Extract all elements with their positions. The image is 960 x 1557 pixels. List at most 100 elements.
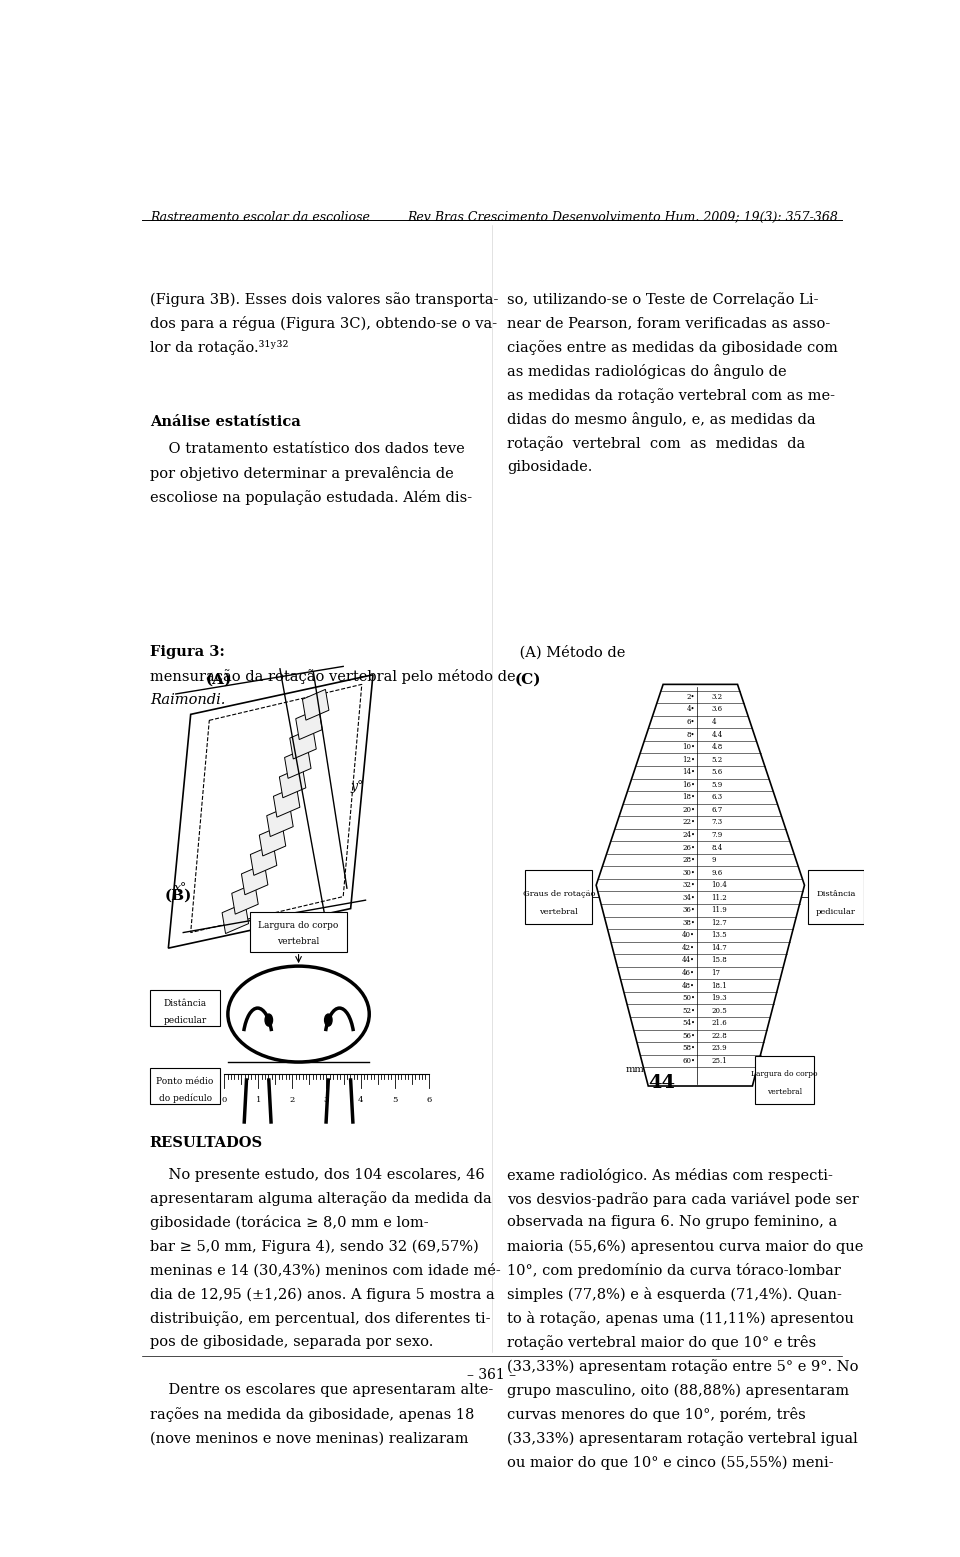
Text: 24•: 24• [683, 831, 695, 839]
Text: 11.9: 11.9 [711, 906, 728, 914]
Text: Graus de rotação: Graus de rotação [522, 889, 595, 897]
Text: (A): (A) [205, 673, 231, 687]
Text: 32•: 32• [683, 881, 695, 889]
Text: 28•: 28• [683, 856, 695, 864]
Text: Dentre os escolares que apresentaram alte-: Dentre os escolares que apresentaram alt… [150, 1383, 493, 1397]
Text: 9: 9 [711, 856, 716, 864]
Text: 7.9: 7.9 [711, 831, 723, 839]
Polygon shape [302, 690, 329, 721]
Text: 9.6: 9.6 [711, 869, 723, 877]
Text: (C): (C) [515, 673, 540, 687]
Text: pedicular: pedicular [816, 908, 856, 916]
Text: (nove meninos e nove meninas) realizaram: (nove meninos e nove meninas) realizaram [150, 1431, 468, 1445]
Text: 3: 3 [324, 1096, 329, 1104]
Text: Raimondi.: Raimondi. [150, 693, 226, 707]
Text: 4: 4 [711, 718, 716, 726]
Text: 22•: 22• [683, 819, 695, 827]
Text: so, utilizando-se o Teste de Correlação Li-: so, utilizando-se o Teste de Correlação … [507, 293, 818, 307]
Text: 30•: 30• [683, 869, 695, 877]
Text: dia de 12,95 (±1,26) anos. A figura 5 mostra a: dia de 12,95 (±1,26) anos. A figura 5 mo… [150, 1288, 494, 1302]
Text: 56•: 56• [683, 1032, 695, 1040]
Polygon shape [274, 786, 300, 817]
Text: 40•: 40• [683, 931, 695, 939]
Text: to à rotação, apenas uma (11,11%) apresentou: to à rotação, apenas uma (11,11%) aprese… [507, 1311, 853, 1327]
Text: 2: 2 [290, 1096, 295, 1104]
Text: simples (77,8%) e à esquerda (71,4%). Quan-: simples (77,8%) e à esquerda (71,4%). Qu… [507, 1288, 842, 1302]
Circle shape [265, 1014, 273, 1026]
Text: 12.7: 12.7 [711, 919, 728, 926]
Text: 5.2: 5.2 [711, 755, 723, 763]
Text: apresentaram alguma alteração da medida da: apresentaram alguma alteração da medida … [150, 1191, 492, 1207]
Text: 14•: 14• [683, 768, 695, 777]
Text: distribuição, em percentual, dos diferentes ti-: distribuição, em percentual, dos diferen… [150, 1311, 491, 1327]
Text: vertebral: vertebral [277, 937, 320, 947]
Text: 58•: 58• [683, 1045, 695, 1053]
Text: 38•: 38• [683, 919, 695, 926]
Text: 3.2: 3.2 [711, 693, 723, 701]
Text: rotação vertebral maior do que 10° e três: rotação vertebral maior do que 10° e trê… [507, 1336, 816, 1350]
Text: 6•: 6• [686, 718, 695, 726]
Polygon shape [284, 747, 311, 778]
Text: 10•: 10• [683, 743, 695, 750]
Text: observada na figura 6. No grupo feminino, a: observada na figura 6. No grupo feminino… [507, 1216, 837, 1230]
Text: 2•: 2• [686, 693, 695, 701]
Text: 11.2: 11.2 [711, 894, 728, 902]
Text: 6: 6 [426, 1096, 431, 1104]
Text: 36•: 36• [683, 906, 695, 914]
Text: 15.8: 15.8 [711, 956, 728, 964]
Polygon shape [259, 825, 286, 856]
Text: gibosidade (torácica ≥ 8,0 mm e lom-: gibosidade (torácica ≥ 8,0 mm e lom- [150, 1216, 428, 1230]
Polygon shape [279, 768, 306, 797]
Text: pedicular: pedicular [163, 1015, 206, 1025]
Text: 7.3: 7.3 [711, 819, 723, 827]
Bar [525, 870, 592, 925]
Text: mensuração da rotação vertebral pelo método de: mensuração da rotação vertebral pelo mét… [150, 670, 520, 684]
Text: 48•: 48• [683, 981, 695, 990]
Text: pos de gibosidade, separada por sexo.: pos de gibosidade, separada por sexo. [150, 1336, 433, 1350]
Text: – 361 –: – 361 – [468, 1367, 516, 1381]
Text: 6.3: 6.3 [711, 794, 723, 802]
Text: (A) Método de: (A) Método de [516, 645, 631, 659]
Text: Ponto médio: Ponto médio [156, 1077, 214, 1085]
Text: do pedículo: do pedículo [158, 1093, 211, 1102]
Text: vos desvios-padrão para cada variável pode ser: vos desvios-padrão para cada variável po… [507, 1191, 858, 1207]
Text: 4.8: 4.8 [711, 743, 723, 750]
Text: maioria (55,6%) apresentou curva maior do que: maioria (55,6%) apresentou curva maior d… [507, 1239, 863, 1253]
Text: 4.4: 4.4 [711, 730, 723, 738]
Text: 18.1: 18.1 [711, 981, 728, 990]
Text: 26•: 26• [683, 844, 695, 852]
Text: 25.1: 25.1 [711, 1057, 728, 1065]
Text: Distância: Distância [163, 998, 206, 1007]
Text: Rastreamento escolar da escoliose: Rastreamento escolar da escoliose [150, 210, 370, 224]
Text: 21.6: 21.6 [711, 1020, 728, 1028]
Text: 4: 4 [358, 1096, 363, 1104]
Text: 8•: 8• [686, 730, 695, 738]
Bar [808, 870, 864, 925]
Text: Largura do corpo: Largura do corpo [751, 1070, 818, 1077]
Text: as medidas da rotação vertebral com as me-: as medidas da rotação vertebral com as m… [507, 388, 835, 403]
Polygon shape [251, 844, 276, 875]
Bar [251, 912, 347, 951]
Text: No presente estudo, dos 104 escolares, 46: No presente estudo, dos 104 escolares, 4… [150, 1168, 485, 1182]
Text: escoliose na população estudada. Além dis-: escoliose na população estudada. Além di… [150, 490, 472, 504]
Polygon shape [296, 708, 323, 740]
Polygon shape [222, 903, 249, 934]
Text: curvas menores do que 10°, porém, três: curvas menores do que 10°, porém, três [507, 1408, 805, 1422]
Text: 54•: 54• [683, 1020, 695, 1028]
Text: 20•: 20• [683, 807, 695, 814]
Text: x°: x° [174, 881, 187, 895]
Text: 42•: 42• [683, 944, 695, 951]
Bar [150, 990, 221, 1026]
Text: Rev Bras Crescimento Desenvolvimento Hum. 2009; 19(3): 357-368: Rev Bras Crescimento Desenvolvimento Hum… [407, 210, 838, 224]
Text: RESULTADOS: RESULTADOS [150, 1137, 263, 1151]
Text: gibosidade.: gibosidade. [507, 461, 592, 475]
Text: bar ≥ 5,0 mm, Figura 4), sendo 32 (69,57%): bar ≥ 5,0 mm, Figura 4), sendo 32 (69,57… [150, 1239, 478, 1253]
Text: 5.6: 5.6 [711, 768, 723, 777]
Text: mm: mm [626, 1065, 644, 1074]
Text: ciações entre as medidas da gibosidade com: ciações entre as medidas da gibosidade c… [507, 341, 838, 355]
Text: 52•: 52• [683, 1007, 695, 1015]
Text: Análise estatística: Análise estatística [150, 414, 300, 428]
Text: dos para a régua (Figura 3C), obtendo-se o va-: dos para a régua (Figura 3C), obtendo-se… [150, 316, 497, 332]
Text: 44•: 44• [683, 956, 695, 964]
Text: 22.8: 22.8 [711, 1032, 728, 1040]
